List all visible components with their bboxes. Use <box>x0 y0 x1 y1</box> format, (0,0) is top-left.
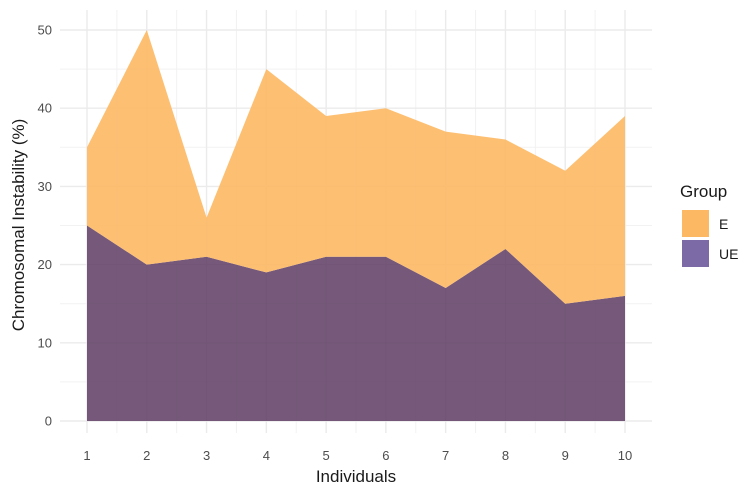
area-series-ue <box>87 225 625 421</box>
legend-entries: E UE <box>682 210 738 267</box>
x-tick-label: 2 <box>143 448 150 463</box>
x-tick-label: 10 <box>618 448 632 463</box>
legend-swatch-e <box>682 210 709 237</box>
x-tick-label: 8 <box>502 448 509 463</box>
area-series-e <box>87 30 625 304</box>
x-tick-label: 7 <box>442 448 449 463</box>
x-tick-label: 9 <box>562 448 569 463</box>
x-tick-label: 6 <box>382 448 389 463</box>
y-tick-label: 20 <box>38 257 52 272</box>
legend-label-e: E <box>719 216 728 232</box>
y-axis-ticks: 0 10 20 30 40 50 <box>38 23 52 429</box>
x-tick-label: 4 <box>263 448 270 463</box>
x-tick-label: 3 <box>203 448 210 463</box>
y-tick-label: 40 <box>38 101 52 116</box>
area-layer <box>87 30 625 421</box>
y-tick-label: 30 <box>38 179 52 194</box>
y-tick-label: 10 <box>38 335 52 350</box>
legend: Group E UE <box>680 182 738 267</box>
legend-title: Group <box>680 182 727 201</box>
x-axis-ticks: 1 2 3 4 5 6 7 8 9 10 <box>83 448 632 463</box>
x-tick-label: 5 <box>322 448 329 463</box>
x-tick-label: 1 <box>83 448 90 463</box>
y-tick-label: 50 <box>38 23 52 38</box>
legend-label-ue: UE <box>719 246 738 262</box>
x-axis-title: Individuals <box>316 467 396 486</box>
y-tick-label: 0 <box>45 414 52 429</box>
y-axis-title: Chromosomal Instability (%) <box>9 119 28 332</box>
legend-swatch-ue <box>682 240 709 267</box>
